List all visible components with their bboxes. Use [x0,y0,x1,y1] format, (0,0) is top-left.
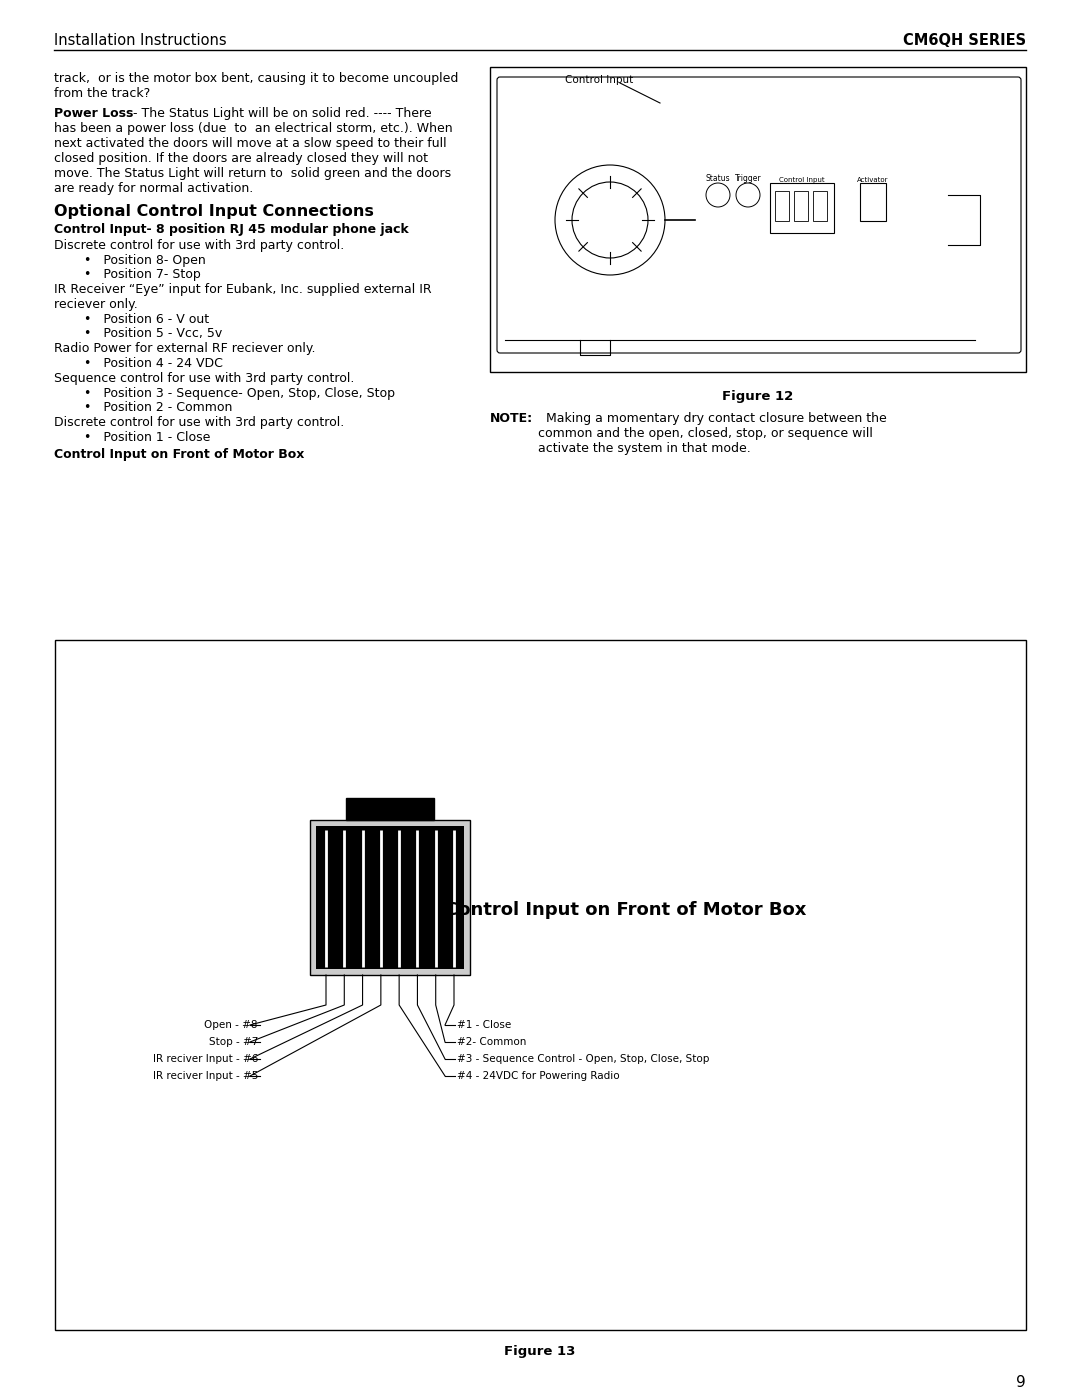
Text: Status: Status [705,175,730,183]
Bar [813,191,827,221]
Text: Power Loss: Power Loss [54,108,133,120]
Text: reciever only.: reciever only. [54,298,138,312]
Text: •   Position 4 - 24 VDC: • Position 4 - 24 VDC [84,358,222,370]
Bar [860,183,886,221]
Text: •   Position 7- Stop: • Position 7- Stop [84,268,201,281]
Text: IR reciver Input - #5: IR reciver Input - #5 [152,1071,258,1081]
Text: #3 - Sequence Control - Open, Stop, Close, Stop: #3 - Sequence Control - Open, Stop, Clos… [457,1053,710,1065]
Text: •   Position 6 - V out: • Position 6 - V out [84,313,210,326]
Text: Trigger: Trigger [734,175,761,183]
Text: track,  or is the motor box bent, causing it to become uncoupled: track, or is the motor box bent, causing… [54,73,458,85]
Text: from the track?: from the track? [54,87,150,101]
Text: •   Position 2 - Common: • Position 2 - Common [84,401,232,414]
Text: Open - #8: Open - #8 [204,1020,258,1030]
Text: Figure 12: Figure 12 [723,390,794,402]
Text: IR reciver Input - #6: IR reciver Input - #6 [152,1053,258,1065]
Text: Figure 13: Figure 13 [504,1345,576,1358]
Text: •   Position 1 - Close: • Position 1 - Close [84,432,211,444]
Circle shape [706,183,730,207]
Text: Control Input on Front of Motor Box: Control Input on Front of Motor Box [54,448,305,461]
Text: Control Input on Front of Motor Box: Control Input on Front of Motor Box [445,901,807,919]
Text: - The Status Light will be on solid red. ---- There: - The Status Light will be on solid red.… [129,108,432,120]
Text: Control Input: Control Input [779,177,825,183]
Text: CM6QH SERIES: CM6QH SERIES [903,34,1026,47]
Text: move. The Status Light will return to  solid green and the doors: move. The Status Light will return to so… [54,168,451,180]
Bar [490,67,1026,372]
Text: are ready for normal activation.: are ready for normal activation. [54,182,253,196]
Text: activate the system in that mode.: activate the system in that mode. [538,441,751,455]
Text: Control Input- 8 position RJ 45 modular phone jack: Control Input- 8 position RJ 45 modular … [54,224,408,236]
Text: Discrete control for use with 3rd party control.: Discrete control for use with 3rd party … [54,239,345,251]
Bar [770,183,834,233]
Text: Stop - #7: Stop - #7 [208,1037,258,1046]
Text: Sequence control for use with 3rd party control.: Sequence control for use with 3rd party … [54,372,354,386]
Text: has been a power loss (due  to  an electrical storm, etc.). When: has been a power loss (due to an electri… [54,122,453,136]
Circle shape [735,183,760,207]
Bar [794,191,808,221]
Text: •   Position 8- Open: • Position 8- Open [84,254,206,267]
Text: Making a momentary dry contact closure between the: Making a momentary dry contact closure b… [538,412,887,425]
Text: #2- Common: #2- Common [457,1037,526,1046]
Circle shape [555,165,665,275]
Text: closed position. If the doors are already closed they will not: closed position. If the doors are alread… [54,152,428,165]
Circle shape [572,182,648,258]
Text: Activator: Activator [858,177,889,183]
Bar [346,798,434,820]
Text: NOTE:: NOTE: [490,412,534,425]
Text: next activated the doors will move at a slow speed to their full: next activated the doors will move at a … [54,137,447,149]
Text: Radio Power for external RF reciever only.: Radio Power for external RF reciever onl… [54,342,315,355]
Text: Installation Instructions: Installation Instructions [54,34,227,47]
Text: 9: 9 [1016,1375,1026,1390]
Text: IR Receiver “Eye” input for Eubank, Inc. supplied external IR: IR Receiver “Eye” input for Eubank, Inc.… [54,284,432,296]
Text: #4 - 24VDC for Powering Radio: #4 - 24VDC for Powering Radio [457,1071,620,1081]
Bar [55,640,1026,1330]
Text: •   Position 5 - Vcc, 5v: • Position 5 - Vcc, 5v [84,327,222,339]
Bar [775,191,789,221]
Text: Discrete control for use with 3rd party control.: Discrete control for use with 3rd party … [54,416,345,429]
Text: #1 - Close: #1 - Close [457,1020,511,1030]
Text: •   Position 3 - Sequence- Open, Stop, Close, Stop: • Position 3 - Sequence- Open, Stop, Clo… [84,387,395,400]
Bar [310,820,470,975]
Text: common and the open, closed, stop, or sequence will: common and the open, closed, stop, or se… [538,427,873,440]
FancyBboxPatch shape [497,77,1021,353]
Bar [316,826,464,970]
Text: Control Input: Control Input [565,75,633,85]
Text: Optional Control Input Connections: Optional Control Input Connections [54,204,374,219]
